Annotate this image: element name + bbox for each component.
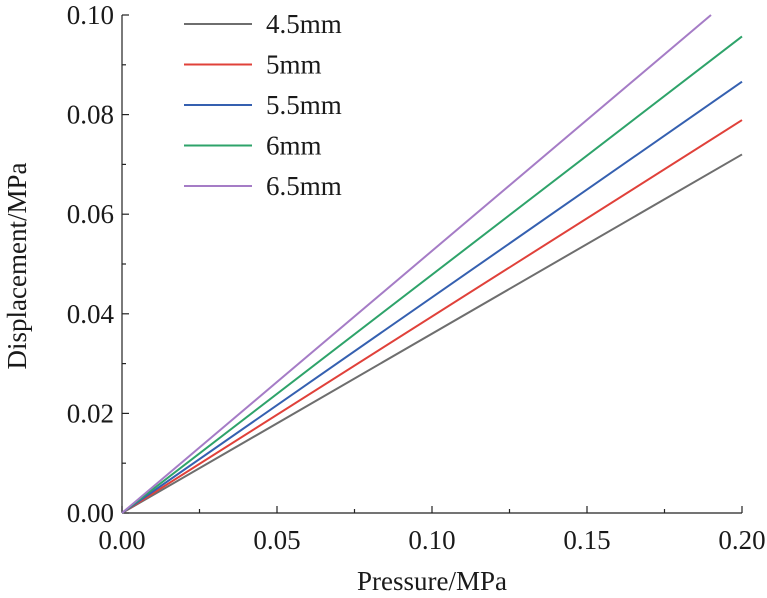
x-tick-label: 0.10 [408,525,455,555]
x-tick-label: 0.00 [98,525,145,555]
y-tick-label: 0.06 [67,199,114,229]
series-line-5.5mm [121,80,743,514]
legend: 4.5mm 5mm 5.5mm 6mm 6.5mm [184,9,342,201]
y-tick-label: 0.08 [67,100,114,130]
series-line-6.5mm [121,14,712,514]
y-tick-label: 0.02 [67,398,114,428]
series-line-6mm [121,35,743,514]
x-tick-label: 0.05 [253,525,300,555]
legend-label-6.5mm: 6.5mm [266,171,342,201]
x-tick-label: 0.20 [718,525,765,555]
legend-label-5.5mm: 5.5mm [266,90,342,120]
legend-label-4.5mm: 4.5mm [266,9,342,39]
y-tick-label: 0.00 [67,498,114,528]
axes [121,15,742,514]
legend-label-5mm: 5mm [266,50,322,80]
series-line-5mm [121,119,743,514]
series-lines [121,14,743,514]
axis-ticks: 0.00 0.05 0.10 0.15 0.20 0.00 0.02 0.04 0.06 0.08… [67,0,766,555]
y-axis-label: Displacement/MPa [2,163,32,370]
y-tick-label: 0.10 [67,0,114,30]
series-line-4.5mm [121,153,743,514]
legend-label-6mm: 6mm [266,131,322,161]
x-axis-label: Pressure/MPa [357,566,507,596]
y-tick-label: 0.04 [67,299,115,329]
x-tick-label: 0.15 [563,525,610,555]
